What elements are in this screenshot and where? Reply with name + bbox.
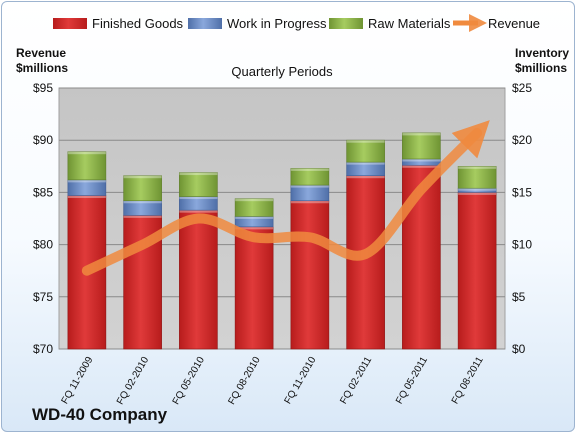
category-label: FQ 02-2010: [115, 355, 151, 407]
bar-finished-goods-highlight: [402, 165, 441, 168]
bar-finished-goods-highlight: [458, 192, 497, 195]
bar-finished-goods[interactable]: [457, 192, 497, 350]
bar-raw-materials-highlight: [402, 132, 441, 136]
right-tick-label: $15: [512, 185, 532, 199]
right-tick-label: $25: [512, 81, 532, 95]
bar-raw-materials[interactable]: [234, 198, 274, 217]
bar-raw-materials[interactable]: [290, 168, 330, 186]
left-axis-ticks: $70 $75 $80 $85 $90 $95: [33, 81, 53, 356]
bar-raw-materials-highlight: [290, 168, 329, 171]
legend-swatch-raw-materials: [329, 18, 363, 29]
left-tick-label: $90: [33, 133, 53, 147]
bar-finished-goods[interactable]: [179, 209, 218, 350]
revenue-point[interactable]: [85, 269, 88, 272]
left-axis-title-line2: $millions: [16, 61, 68, 75]
right-axis-title-line1: Inventory: [515, 46, 569, 60]
revenue-point[interactable]: [364, 252, 367, 255]
category-label: FQ 05-2011: [394, 355, 430, 406]
left-tick-label: $80: [33, 238, 53, 252]
company-name: WD-40 Company: [32, 405, 168, 424]
bar-raw-materials[interactable]: [457, 166, 497, 189]
bar-finished-goods-highlight: [67, 195, 106, 199]
bar-raw-materials-highlight: [458, 166, 497, 169]
bar-finished-goods-highlight: [346, 175, 385, 179]
bar-work-in-progress-highlight: [235, 216, 274, 219]
category-label: FQ 08-2011: [450, 355, 486, 406]
left-tick-label: $75: [33, 290, 53, 304]
bar-finished-goods[interactable]: [346, 175, 385, 350]
bar-raw-materials[interactable]: [67, 151, 107, 181]
left-axis-title-line1: Revenue: [16, 46, 66, 60]
right-axis-ticks: $0 $5 $10 $15 $20 $25: [512, 81, 532, 356]
legend-label-finished-goods: Finished Goods: [92, 16, 184, 31]
bar-raw-materials[interactable]: [179, 172, 218, 197]
right-tick-label: $0: [512, 342, 526, 356]
bar-finished-goods-highlight: [123, 215, 162, 218]
bar-work-in-progress-highlight: [346, 162, 385, 165]
revenue-point[interactable]: [197, 217, 200, 220]
bar-work-in-progress-highlight: [458, 188, 497, 191]
revenue-point[interactable]: [476, 131, 479, 134]
chart-title: Quarterly Periods: [231, 64, 333, 79]
bar-raw-materials-highlight: [123, 175, 162, 179]
legend-item-revenue[interactable]: Revenue: [453, 14, 540, 32]
right-axis-title-line2: $millions: [515, 61, 567, 75]
legend-item-work-in-progress[interactable]: Work in Progress: [188, 16, 327, 31]
bar-raw-materials[interactable]: [402, 132, 441, 160]
bar-raw-materials-highlight: [179, 172, 218, 176]
legend-label-raw-materials: Raw Materials: [368, 16, 451, 31]
bar-raw-materials-highlight: [235, 198, 274, 202]
bar-finished-goods[interactable]: [290, 200, 330, 350]
category-label: FQ 05-2010: [171, 355, 207, 407]
bar-work-in-progress-highlight: [123, 200, 162, 204]
legend-item-finished-goods[interactable]: Finished Goods: [53, 16, 184, 31]
right-tick-label: $5: [512, 290, 526, 304]
bar-work-in-progress-highlight: [290, 185, 329, 188]
category-label: FQ 11-2010: [283, 355, 319, 406]
category-label: FQ 02-2011: [338, 355, 374, 406]
bars: [67, 132, 497, 350]
category-labels: FQ 11-2009 FQ 02-2010 FQ 05-2010 FQ 08-2010…: [60, 355, 486, 407]
right-tick-label: $20: [512, 133, 532, 147]
bar-finished-goods-highlight: [290, 200, 329, 204]
bar-work-in-progress-highlight: [402, 158, 441, 162]
left-tick-label: $95: [33, 81, 53, 95]
bar-raw-materials[interactable]: [346, 139, 385, 163]
right-tick-label: $10: [512, 238, 532, 252]
category-label: FQ 11-2009: [60, 355, 96, 406]
revenue-point[interactable]: [420, 188, 423, 191]
legend: Finished Goods Work in Progress Raw Mate…: [53, 14, 540, 32]
revenue-point[interactable]: [253, 236, 256, 239]
left-tick-label: $85: [33, 185, 53, 199]
bar-finished-goods-highlight: [235, 226, 274, 230]
bar-finished-goods-highlight: [179, 210, 218, 213]
legend-label-revenue: Revenue: [488, 16, 540, 31]
bar-raw-materials[interactable]: [123, 175, 162, 202]
revenue-line-layer: [81, 120, 490, 276]
bar-work-in-progress-highlight: [179, 196, 218, 200]
revenue-point[interactable]: [141, 243, 144, 246]
revenue-line[interactable]: [81, 120, 490, 276]
left-tick-label: $70: [33, 342, 53, 356]
bar-raw-materials-highlight: [67, 151, 106, 155]
legend-label-work-in-progress: Work in Progress: [227, 16, 327, 31]
revenue-point[interactable]: [308, 236, 311, 239]
legend-swatch-finished-goods: [53, 18, 87, 29]
category-label: FQ 08-2010: [227, 355, 263, 407]
bar-raw-materials-highlight: [346, 140, 385, 143]
bar-work-in-progress-highlight: [67, 179, 106, 183]
legend-item-raw-materials[interactable]: Raw Materials: [329, 16, 451, 31]
legend-swatch-work-in-progress: [188, 18, 222, 29]
bar-finished-goods[interactable]: [234, 226, 274, 350]
